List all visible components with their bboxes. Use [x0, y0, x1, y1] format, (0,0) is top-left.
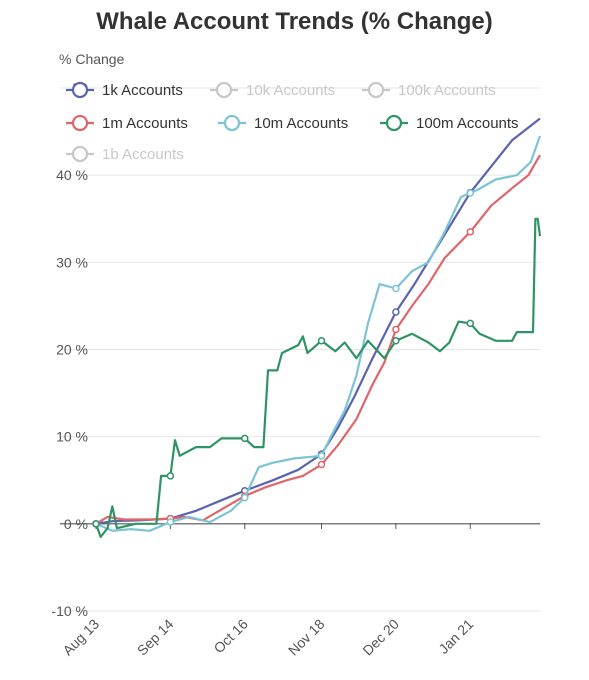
- grid-lines: [60, 87, 540, 612]
- legend-label: 1b Accounts: [102, 146, 184, 163]
- y-tick-label: 40 %: [56, 167, 88, 183]
- data-point-10m-accounts: [317, 452, 326, 460]
- legend-item-1b-accounts[interactable]: 1b Accounts: [66, 145, 184, 163]
- legend-item-1m-accounts[interactable]: 1m Accounts: [66, 114, 188, 132]
- legend-item-100m-accounts[interactable]: 100m Accounts: [380, 114, 519, 132]
- data-point-10m-accounts: [392, 284, 400, 293]
- legend-swatch-marker: [367, 81, 385, 99]
- legend-label: 10k Accounts: [246, 82, 335, 99]
- data-point-1m-accounts: [392, 325, 400, 334]
- x-axis-ticks: Aug 13 Sep 14 Oct 16 Nov 18 Dec 20 Jan 21: [59, 523, 477, 659]
- y-tick-label: 30 %: [56, 254, 88, 270]
- legend-label: 100m Accounts: [416, 115, 519, 132]
- y-axis-title: % Change: [59, 51, 125, 67]
- data-point-100m-accounts: [166, 472, 175, 480]
- data-point-100m-accounts: [466, 319, 475, 328]
- legend-swatch-marker: [71, 114, 89, 132]
- legend-item-1k-accounts[interactable]: 1k Accounts: [66, 81, 183, 99]
- legend-swatch-marker: [385, 114, 403, 132]
- legend-swatch-marker: [71, 81, 89, 99]
- data-point-1m-accounts: [466, 228, 475, 236]
- data-point-100m-accounts: [392, 337, 400, 345]
- data-point-100m-accounts: [241, 434, 249, 443]
- series-line-100m-accounts: [94, 217, 542, 538]
- data-point-1m-accounts: [317, 460, 326, 469]
- legend-item-100k-accounts[interactable]: 100k Accounts: [362, 81, 496, 99]
- legend-swatch-marker: [71, 145, 89, 163]
- data-point-10m-accounts: [466, 189, 475, 197]
- data-point-100m-accounts: [317, 337, 326, 345]
- legend-item-10m-accounts[interactable]: 10m Accounts: [218, 114, 348, 132]
- x-tick-label: Oct 16: [210, 616, 251, 657]
- x-tick-label: Jan 21: [435, 616, 476, 657]
- y-tick-label: 10 %: [56, 429, 88, 445]
- data-point-1k-accounts: [392, 308, 400, 316]
- y-axis-ticks: -10 %0 %10 %20 %30 %40 %50: [51, 80, 88, 619]
- legend-label: 10m Accounts: [254, 115, 348, 132]
- series-line-10m-accounts: [95, 135, 542, 532]
- legend[interactable]: 1k Accounts 10k Accounts 100k Accounts 1m A…: [66, 81, 519, 163]
- series-line-1k-accounts: [95, 117, 541, 525]
- chart-title: Whale Account Trends (% Change): [96, 8, 493, 35]
- data-point-10m-accounts: [241, 493, 249, 502]
- x-tick-label: Dec 20: [359, 616, 402, 659]
- legend-label: 1k Accounts: [102, 82, 183, 99]
- y-tick-label: -10 %: [51, 603, 88, 619]
- x-tick-label: Aug 13: [59, 616, 102, 659]
- data-point-100m-accounts: [92, 520, 100, 528]
- legend-swatch-marker: [223, 114, 241, 132]
- legend-label: 1m Accounts: [102, 115, 188, 132]
- y-tick-label: 20 %: [56, 342, 88, 358]
- y-tick-label: 0 %: [64, 516, 88, 532]
- legend-swatch-marker: [215, 81, 233, 99]
- legend-label: 100k Accounts: [398, 82, 496, 99]
- legend-item-10k-accounts[interactable]: 10k Accounts: [210, 81, 335, 99]
- x-tick-label: Sep 14: [134, 616, 177, 659]
- series-lines: [92, 117, 542, 538]
- x-tick-label: Nov 18: [285, 616, 328, 659]
- data-point-10m-accounts: [166, 518, 175, 526]
